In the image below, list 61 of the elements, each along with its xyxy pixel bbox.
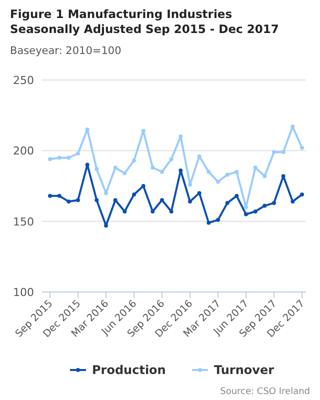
point (262, 204, 267, 208)
point (244, 205, 248, 210)
legend-label: Production (92, 363, 166, 377)
chart-title: Figure 1 Manufacturing Industries Seasonally Adjusted Sep 2015 - Dec 2017 (10, 7, 279, 36)
point (300, 146, 304, 150)
point (262, 174, 267, 178)
point (57, 194, 62, 198)
point (104, 224, 108, 228)
point (66, 156, 71, 160)
point (113, 166, 118, 170)
point (76, 198, 80, 202)
point (272, 200, 276, 205)
point (206, 170, 211, 174)
point (48, 157, 52, 162)
y-tick-label: 150 (13, 215, 34, 228)
point (234, 170, 239, 174)
point (216, 218, 220, 222)
chart-subtitle: Baseyear: 2010=100 (10, 45, 122, 57)
point (244, 212, 248, 216)
point (281, 174, 286, 178)
point (85, 127, 90, 132)
point (122, 171, 127, 176)
point (141, 128, 146, 133)
point (160, 198, 164, 202)
point (150, 166, 155, 170)
point (178, 168, 183, 172)
y-tick-label: 200 (13, 144, 34, 158)
point (234, 194, 239, 198)
point (188, 182, 192, 187)
point (94, 198, 99, 202)
point (66, 200, 71, 204)
point (132, 192, 136, 196)
point (85, 162, 90, 167)
point (197, 191, 202, 196)
y-tick-label: 250 (13, 74, 34, 87)
source-note: Source: CSO Ireland (220, 387, 310, 397)
point (300, 192, 304, 196)
point (76, 151, 80, 156)
point (206, 220, 211, 225)
point (272, 150, 276, 154)
point (141, 184, 146, 188)
point (216, 180, 220, 184)
point (57, 156, 62, 160)
point (169, 157, 174, 162)
point (160, 170, 164, 174)
point (281, 150, 286, 154)
point (104, 191, 108, 196)
point (253, 166, 258, 170)
y-tick-label: 100 (13, 286, 34, 299)
point (132, 158, 136, 163)
point (225, 172, 230, 177)
point (48, 194, 52, 198)
point (94, 167, 99, 172)
point (169, 209, 174, 214)
legend-label: Turnover (214, 363, 274, 377)
point (113, 198, 118, 202)
point (290, 200, 295, 204)
point (197, 154, 202, 158)
point (188, 200, 192, 204)
point (253, 209, 258, 214)
point (225, 200, 230, 205)
